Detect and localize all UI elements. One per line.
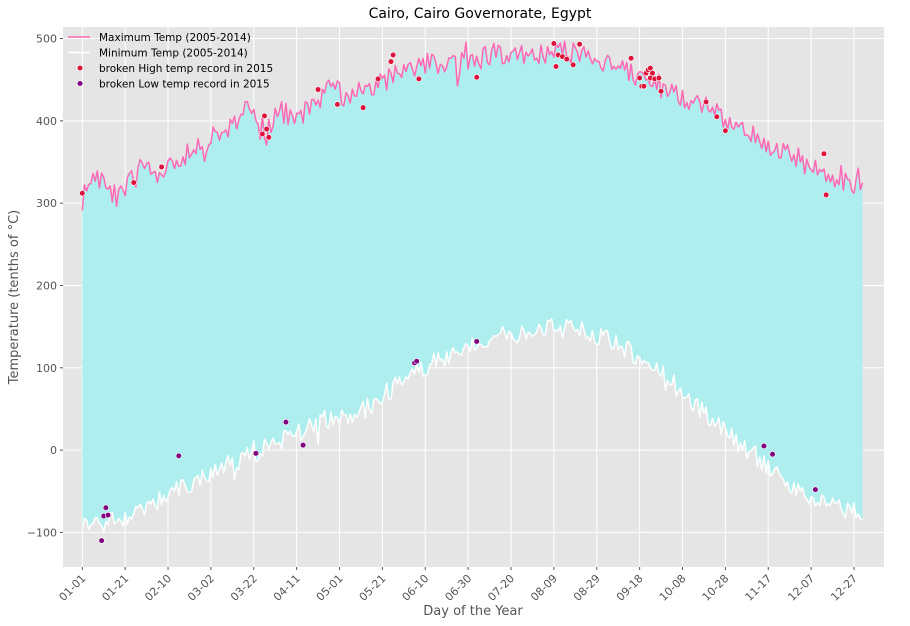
x-tick-label: 10-28 — [700, 572, 732, 604]
data-point — [576, 41, 583, 48]
y-tick-label: 0 — [50, 444, 57, 457]
x-tick-label: 12-07 — [785, 572, 817, 604]
x-tick-label: 10-08 — [657, 572, 689, 604]
x-tick-label: 01-21 — [99, 572, 131, 604]
x-tick-label: 09-18 — [614, 572, 646, 604]
x-tick-label: 12-27 — [828, 572, 860, 604]
x-tick-label: 08-09 — [528, 572, 560, 604]
x-tick-labels: 01-01 01-21 02-10 03-02 03-22 04-11 05-01 05-21… — [57, 567, 860, 604]
x-tick-label: 03-02 — [185, 572, 217, 604]
data-point — [360, 104, 367, 111]
data-point — [334, 101, 341, 108]
chart-title: Cairo, Cairo Governorate, Egypt — [369, 6, 592, 22]
series-line — [81, 318, 864, 534]
x-tick-label: 07-20 — [485, 572, 517, 604]
data-point — [769, 451, 776, 458]
data-point — [627, 55, 635, 62]
data-point — [387, 58, 395, 65]
data-point — [473, 74, 480, 81]
data-point — [722, 127, 729, 134]
data-point — [102, 504, 109, 511]
data-point — [104, 512, 112, 519]
x-tick-label: 04-11 — [271, 572, 303, 604]
x-tick-label: 08-29 — [571, 572, 603, 604]
data-point — [375, 75, 382, 82]
data-point — [79, 190, 86, 197]
legend-swatch — [76, 64, 84, 72]
data-point — [812, 486, 819, 493]
y-tick-label: 200 — [36, 279, 57, 292]
x-tick-label: 05-01 — [314, 572, 346, 604]
x-tick-label: 03-22 — [228, 572, 260, 604]
legend-swatch — [76, 80, 84, 87]
data-point — [649, 69, 656, 77]
data-point — [702, 98, 710, 106]
y-axis-label: Temperature (tenths of °C) — [7, 210, 22, 385]
data-point — [259, 130, 266, 138]
legend-label: broken High temp record in 2015 — [99, 63, 273, 75]
data-point — [473, 338, 480, 345]
series-lines — [81, 40, 864, 534]
fill-between-area — [82, 41, 863, 533]
data-point — [640, 83, 648, 90]
data-point — [636, 74, 643, 82]
x-tick-label: 01-01 — [57, 572, 89, 604]
y-tick-label: 400 — [36, 115, 57, 128]
data-point — [98, 537, 105, 544]
y-tick-label: 500 — [36, 33, 57, 46]
data-point — [261, 112, 268, 120]
legend-label: Minimum Temp (2005-2014) — [99, 48, 248, 60]
data-point — [823, 191, 830, 199]
data-point — [552, 63, 560, 70]
x-tick-label: 05-21 — [357, 572, 389, 604]
x-tick-label: 11-17 — [743, 572, 775, 604]
data-point — [175, 452, 182, 459]
x-axis-label: Day of the Year — [423, 604, 523, 619]
data-point — [252, 450, 260, 457]
y-tick-labels: −100 0 100 200 300 400 500 — [27, 33, 63, 539]
y-tick-label: 300 — [36, 197, 57, 210]
data-point — [390, 51, 397, 59]
data-point — [415, 75, 422, 82]
series-line — [81, 40, 864, 211]
data-point — [713, 113, 720, 120]
legend-label: Maximum Temp (2005-2014) — [99, 32, 251, 44]
data-point — [263, 125, 270, 133]
data-point — [760, 442, 768, 450]
legend: Maximum Temp (2005-2014) Minimum Temp (20… — [68, 32, 273, 91]
y-tick-label: −100 — [27, 526, 57, 539]
legend-label: broken Low temp record in 2015 — [99, 79, 270, 91]
data-point — [570, 61, 577, 68]
x-tick-label: 06-10 — [400, 572, 432, 604]
record-points — [79, 40, 830, 544]
data-point — [655, 74, 663, 82]
data-point — [657, 88, 665, 95]
data-point — [820, 150, 828, 157]
data-point — [130, 179, 137, 186]
data-point — [563, 56, 570, 63]
x-tick-label: 02-10 — [142, 572, 174, 604]
data-point — [413, 358, 420, 365]
data-point — [282, 419, 290, 426]
y-tick-label: 100 — [36, 362, 57, 375]
data-point — [299, 442, 307, 449]
data-point — [265, 134, 272, 141]
x-tick-label: 06-30 — [442, 572, 474, 604]
data-point — [550, 40, 557, 47]
data-point — [158, 163, 165, 171]
data-point — [314, 86, 322, 93]
